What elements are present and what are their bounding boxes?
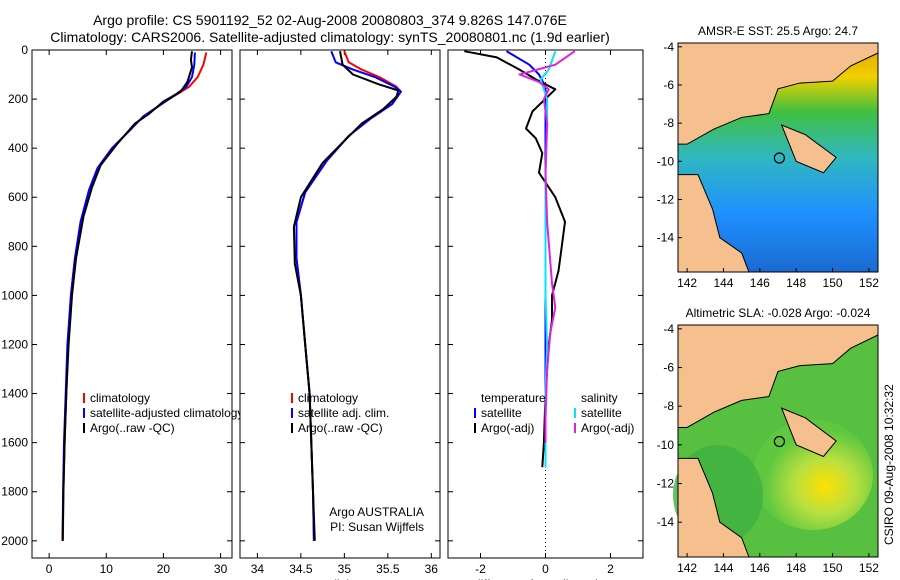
annotation-text: Argo AUSTRALIA: [329, 505, 424, 519]
lat-tick-label: -8: [663, 116, 674, 130]
lat-tick-label: -14: [657, 231, 675, 245]
x-tick-label: 10: [100, 562, 114, 576]
lat-tick-label: -12: [657, 477, 675, 491]
sst-map: AMSR-E SST: 25.5 Argo: 24.7 142 144 146 148 1…: [657, 24, 880, 290]
difference-panel: -2 0 2difference from climatology temperatu…: [447, 49, 644, 580]
temperature-axes-box: [31, 49, 233, 559]
salinity-panel: 34 34.5 35 35.5 36 salinity climatologysatelli…: [239, 49, 441, 580]
map-frame: [677, 42, 879, 273]
y-tick-label: 1000: [1, 288, 28, 302]
y-tick-label: 800: [8, 239, 28, 253]
x-tick-label: 35.5: [376, 562, 400, 576]
lat-tick-label: -12: [657, 192, 675, 206]
sla-anomaly-patch: [753, 420, 873, 530]
y-tick-label: 1600: [1, 436, 28, 450]
lon-tick-label: 148: [786, 561, 806, 575]
x-tick-label: -2: [475, 562, 486, 576]
argo-position-marker: [773, 152, 785, 164]
lat-tick-label: -4: [663, 40, 674, 54]
papuan-peninsula: [780, 407, 837, 458]
y-tick-label: 400: [8, 141, 28, 155]
y-tick-label: 600: [8, 190, 28, 204]
temperature-panel: 0 10 20 30 temperature 0 200 400 600 800 1000 1200 1…: [1, 43, 243, 580]
lat-tick-label: -10: [657, 438, 675, 452]
temperature-xlabel: temperature: [100, 577, 165, 580]
lat-tick-label: -8: [663, 399, 674, 413]
legend-label: Argo(..raw -QC): [90, 421, 175, 435]
lat-tick-label: -6: [663, 78, 674, 92]
x-tick-label: 36: [425, 562, 439, 576]
legend-label: Argo(-adj): [581, 421, 634, 435]
lon-tick-label: 152: [859, 561, 879, 575]
salinity-series-line: [292, 51, 400, 541]
salinity-xlabel: salinity: [322, 577, 359, 580]
sla-map-title: Altimetric SLA: -0.028 Argo: -0.024: [686, 306, 871, 320]
annotation-text: PI: Susan Wijffels: [330, 520, 424, 534]
y-tick-label: 2000: [1, 534, 28, 548]
lat-tick-label: -10: [657, 154, 675, 168]
x-tick-label: 2: [607, 562, 614, 576]
figure-title-line1: Argo profile: CS 5901192_52 02-Aug-2008 …: [93, 12, 567, 28]
sst-map-title: AMSR-E SST: 25.5 Argo: 24.7: [698, 24, 858, 38]
salinity-axes-box: [239, 49, 441, 559]
legend-label: satellite-adjusted climatology: [90, 406, 243, 420]
legend-label: satellite: [481, 406, 522, 420]
x-tick-label: 0: [542, 562, 549, 576]
legend-label: Argo(..raw -QC): [298, 421, 383, 435]
x-tick-label: 30: [214, 562, 228, 576]
x-tick-label: 35: [338, 562, 352, 576]
difference-xlabel: difference from climatology: [474, 577, 617, 580]
generation-stamp: CSIRO 09-Aug-2008 10:32:32: [882, 384, 896, 545]
lat-tick-label: -14: [657, 515, 675, 529]
figure-title-line2: Climatology: CARS2006. Satellite-adjuste…: [50, 29, 610, 45]
legend-label: satellite: [581, 406, 622, 420]
legend-label: climatology: [90, 391, 150, 405]
lon-tick-label: 142: [677, 276, 697, 290]
lon-tick-label: 144: [713, 276, 733, 290]
lon-tick-label: 152: [859, 276, 879, 290]
argo-position-marker: [773, 435, 785, 448]
x-tick-label: 0: [46, 562, 53, 576]
lon-tick-label: 142: [677, 561, 697, 575]
x-tick-label: 20: [157, 562, 171, 576]
y-tick-label: 200: [8, 92, 28, 106]
temperature-series-line: [61, 51, 193, 541]
lon-tick-label: 150: [823, 276, 843, 290]
map-frame: [677, 324, 879, 558]
difference-series-line: [518, 50, 576, 443]
lon-tick-label: 146: [750, 276, 770, 290]
sla-map: Altimetric SLA: -0.028 Argo: -0.024 142 14…: [657, 306, 880, 575]
lon-tick-label: 144: [713, 561, 733, 575]
y-tick-label: 1200: [1, 337, 28, 351]
legend-label: Argo(-adj): [481, 421, 534, 435]
legend-title-salinity: salinity: [581, 391, 618, 405]
y-tick-label: 1800: [1, 485, 28, 499]
legend-label: climatology: [298, 391, 358, 405]
papuan-peninsula: [780, 124, 837, 174]
legend-label: satellite adj. clim.: [298, 406, 389, 420]
legend-title-temperature: temperature: [481, 391, 546, 405]
lon-tick-label: 148: [786, 276, 806, 290]
y-tick-label: 0: [21, 43, 28, 57]
lat-tick-label: -4: [663, 322, 674, 336]
x-tick-label: 34: [251, 562, 265, 576]
x-tick-label: 34.5: [289, 562, 313, 576]
lon-tick-label: 150: [823, 561, 843, 575]
lat-tick-label: -6: [663, 361, 674, 375]
lon-tick-label: 146: [750, 561, 770, 575]
y-tick-label: 1400: [1, 387, 28, 401]
